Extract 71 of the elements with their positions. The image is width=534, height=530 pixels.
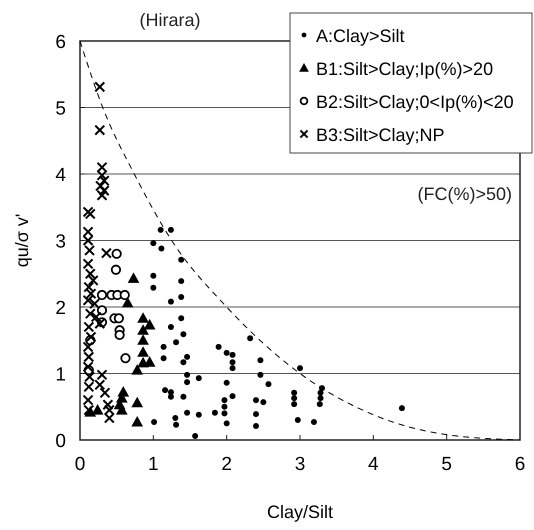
point	[96, 170, 108, 181]
x-tick-label: 2	[221, 454, 232, 475]
point	[138, 312, 149, 323]
point	[96, 190, 108, 201]
y-tick-label: 0	[55, 431, 66, 452]
point	[132, 416, 143, 427]
y-tick-label: 2	[55, 298, 66, 319]
point	[128, 272, 140, 283]
point	[82, 394, 94, 406]
point	[112, 248, 122, 259]
x-tick-label: 3	[294, 454, 306, 475]
point	[98, 185, 110, 196]
point	[82, 294, 94, 306]
point	[138, 346, 149, 357]
point	[90, 311, 102, 322]
point	[82, 235, 94, 246]
text: (Hirara)	[140, 10, 200, 30]
legend-label: B3:Silt>Clay;NP	[316, 125, 445, 145]
y-axis-title: qu/σ v'	[12, 214, 32, 268]
point	[120, 353, 131, 364]
point	[114, 313, 124, 324]
point	[84, 268, 96, 280]
y-tick-label: 3	[55, 232, 66, 252]
point	[104, 404, 115, 416]
point	[82, 341, 94, 352]
y-tick-label: 6	[55, 32, 66, 53]
point	[96, 162, 108, 173]
point	[94, 81, 106, 92]
point	[82, 226, 94, 238]
point	[89, 298, 100, 310]
point	[110, 264, 122, 275]
legend-label: B1:Silt>Clay;Ip(%)>20	[316, 59, 494, 79]
point	[122, 298, 134, 308]
point	[82, 258, 94, 270]
point	[104, 412, 115, 424]
x-axis-title: Clay/Silt	[266, 502, 334, 522]
point	[86, 331, 96, 342]
point	[132, 364, 143, 375]
x-tick-label: 1	[148, 454, 159, 475]
point	[86, 288, 96, 300]
point	[144, 319, 156, 330]
y-tick-label: 4	[55, 165, 66, 186]
point	[95, 180, 106, 192]
point	[92, 404, 104, 415]
point	[98, 175, 110, 186]
point	[114, 330, 125, 340]
legend-label: B2:Silt>Clay;0<Ip(%)<20	[316, 92, 514, 112]
x-tick-label: 5	[441, 454, 452, 475]
point	[132, 397, 143, 408]
x-tick-label: 0	[74, 454, 86, 475]
point	[83, 351, 94, 362]
point	[96, 305, 108, 316]
x-tick-label: 4	[368, 454, 380, 475]
point	[138, 334, 149, 345]
point	[102, 399, 114, 410]
y-tick-label: 1	[55, 364, 66, 386]
point	[84, 244, 96, 256]
legend-label: A:Clay>Silt	[316, 26, 405, 46]
point	[120, 290, 130, 300]
point	[99, 387, 110, 398]
point	[96, 290, 108, 300]
y-tick-label: 5	[55, 98, 66, 120]
point	[88, 274, 99, 286]
point	[82, 361, 94, 372]
x-tick-label: 6	[514, 454, 526, 475]
annotation: (FC(%)>50)	[417, 184, 512, 204]
point	[84, 308, 96, 320]
point	[138, 324, 149, 335]
point	[100, 248, 112, 259]
point	[83, 282, 94, 293]
point	[94, 124, 106, 136]
